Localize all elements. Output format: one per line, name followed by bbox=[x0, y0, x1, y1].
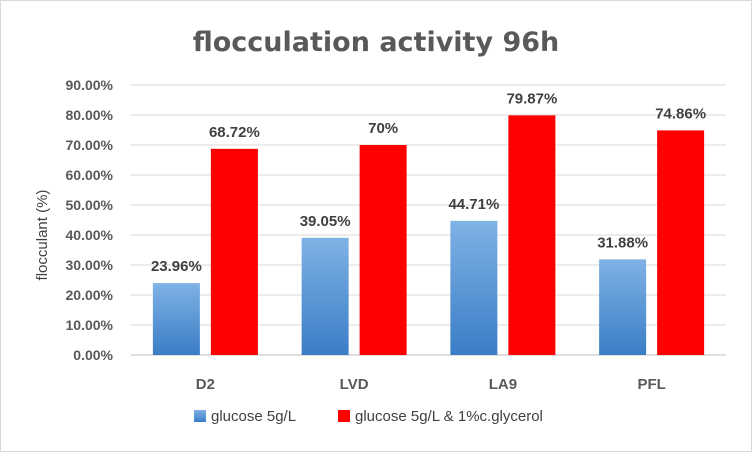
data-label: 74.86% bbox=[655, 105, 706, 122]
legend-swatch bbox=[338, 410, 350, 422]
data-labels: 23.96% 68.72% 39.05% 70% 44.71% 79.87% 31.88% 7… bbox=[151, 90, 706, 275]
data-label: 23.96% bbox=[151, 258, 202, 275]
y-tick-label: 70.00% bbox=[66, 137, 114, 153]
bar-glucose-lvd bbox=[301, 237, 349, 355]
y-axis-ticks: 0.00% 10.00% 20.00% 30.00% 40.00% 50.00% 60.00… bbox=[66, 77, 114, 363]
y-tick-label: 30.00% bbox=[66, 257, 114, 273]
category-label-lvd: LVD bbox=[340, 376, 369, 393]
y-tick-label: 90.00% bbox=[66, 77, 114, 93]
y-tick-label: 60.00% bbox=[66, 167, 114, 183]
data-label: 39.05% bbox=[300, 213, 351, 230]
bar-glucose-pfl bbox=[599, 259, 647, 355]
data-label: 31.88% bbox=[597, 234, 648, 251]
legend: glucose 5g/L glucose 5g/L & 1%c.glycerol bbox=[194, 408, 543, 425]
bar-glucose-glycerol-lvd bbox=[359, 145, 407, 355]
bar-glucose-d2 bbox=[152, 283, 200, 355]
legend-entry: glucose 5g/L & 1%c.glycerol bbox=[355, 408, 543, 425]
category-label-d2: D2 bbox=[196, 376, 215, 393]
y-tick-label: 40.00% bbox=[66, 227, 114, 243]
y-axis-label: flocculant (%) bbox=[34, 190, 51, 281]
y-tick-label: 10.00% bbox=[66, 317, 114, 333]
y-tick-label: 20.00% bbox=[66, 287, 114, 303]
bars bbox=[152, 115, 705, 355]
bar-glucose-la9 bbox=[450, 220, 498, 355]
bar-glucose-glycerol-d2 bbox=[210, 148, 258, 355]
y-tick-label: 50.00% bbox=[66, 197, 114, 213]
y-tick-label: 0.00% bbox=[73, 347, 113, 363]
category-label-la9: LA9 bbox=[489, 376, 517, 393]
x-axis-categories: D2 LVD LA9 PFL bbox=[196, 376, 666, 393]
data-label: 44.71% bbox=[448, 196, 499, 213]
data-label: 68.72% bbox=[209, 124, 260, 141]
category-label-pfl: PFL bbox=[637, 376, 665, 393]
bar-glucose-glycerol-pfl bbox=[657, 130, 705, 355]
data-label: 79.87% bbox=[506, 90, 557, 107]
y-tick-label: 80.00% bbox=[66, 107, 114, 123]
legend-swatch bbox=[194, 410, 206, 422]
bar-glucose-glycerol-la9 bbox=[508, 115, 556, 355]
legend-entry: glucose 5g/L bbox=[211, 408, 296, 425]
chart-title: flocculation activity 96h bbox=[193, 27, 560, 58]
data-label: 70% bbox=[368, 120, 398, 137]
